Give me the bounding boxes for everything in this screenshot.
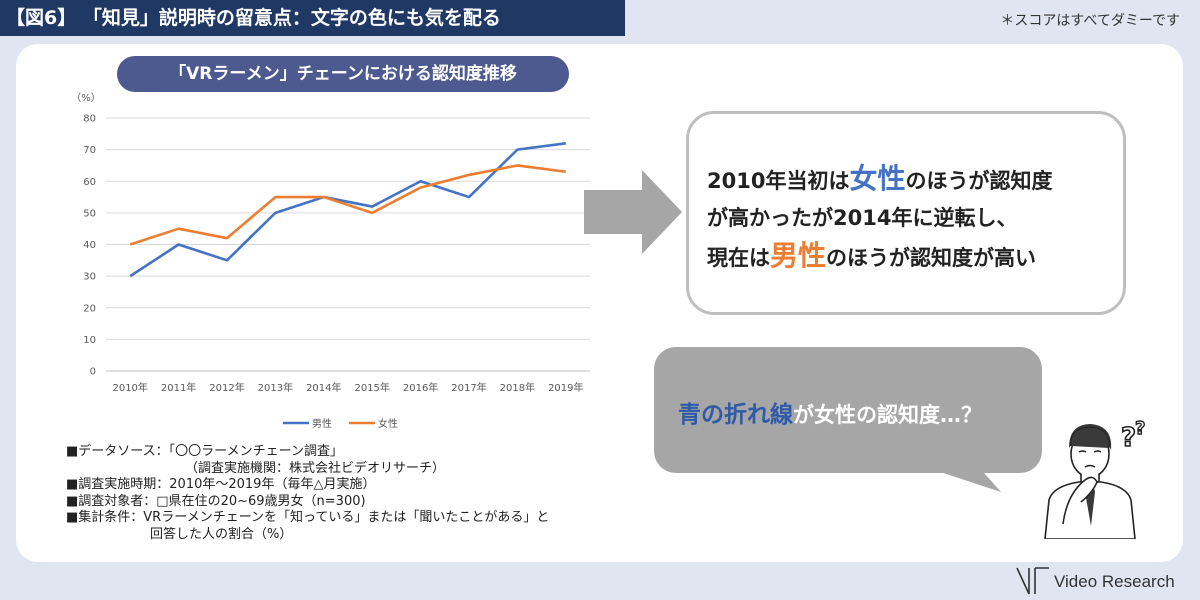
dummy-score-note: ＊スコアはすべてダミーです xyxy=(1000,13,1180,29)
x-tick-label: 2018年 xyxy=(500,381,535,394)
female-highlight: 女性 xyxy=(849,162,906,195)
question-bubble: 青の折れ線が女性の認知度…？ xyxy=(654,347,1042,473)
figure-title: 【図6】 「知見」説明時の留意点：文字の色にも気を配る xyxy=(0,0,625,36)
source-notes: ■データソース：「〇〇ラーメンチェーン調査」 （調査実施機関：株式会社ビデオリサ… xyxy=(66,444,549,543)
video-research-logo-text: Video Research xyxy=(1054,572,1175,591)
y-tick-label: 60 xyxy=(83,177,96,188)
x-tick-label: 2014年 xyxy=(306,381,341,394)
y-tick-label: 10 xyxy=(83,335,96,346)
finding-line-1: 2010年当初は女性のほうが認知度 xyxy=(707,162,1053,195)
finding-line-3: 現在は男性のほうが認知度が高い xyxy=(707,239,1037,272)
source-line: （調査実施機関：株式会社ビデオリサーチ） xyxy=(185,460,446,476)
y-tick-label: 50 xyxy=(83,208,96,219)
chart-title: 「VRラーメン」チェーンにおける認知度推移 xyxy=(117,56,569,92)
video-research-logo-icon xyxy=(1016,567,1049,595)
x-tick-label: 2015年 xyxy=(354,381,389,394)
x-tick-label: 2011年 xyxy=(161,381,196,394)
y-tick-label: 0 xyxy=(90,367,96,378)
x-tick-label: 2017年 xyxy=(451,381,486,394)
y-tick-label: 70 xyxy=(83,145,96,156)
legend-label: 男性 xyxy=(312,417,332,430)
thinking-person-icon: ? ? xyxy=(1044,417,1146,539)
source-line: ■集計条件：VRラーメンチェーンを「知っている」または「聞いたことがある」と xyxy=(66,510,550,525)
x-tick-label: 2016年 xyxy=(403,381,438,394)
right-arrow-icon xyxy=(584,170,682,254)
finding-line-2: が高かったが2014年に逆転し、 xyxy=(707,206,1018,230)
y-tick-label: 30 xyxy=(83,272,96,283)
series-line xyxy=(129,164,566,246)
source-line: 回答した人の割合（%） xyxy=(150,526,293,542)
svg-text:?: ? xyxy=(1121,423,1136,453)
content-panel: 0 10 20 30 40 50 60 70 80 （%） 2010年 2011年 2012年 2013年… xyxy=(16,44,1183,562)
x-tick-label: 2013年 xyxy=(258,381,293,394)
finding-callout: 2010年当初は女性のほうが認知度 が高かったが2014年に逆転し、 現在は男性… xyxy=(686,111,1126,315)
source-line: ■データソース：「〇〇ラーメンチェーン調査」 xyxy=(66,444,343,459)
y-tick-label: 80 xyxy=(83,114,96,125)
x-tick-label: 2019年 xyxy=(548,381,583,394)
x-tick-label: 2010年 xyxy=(112,381,147,394)
source-line: ■調査実施時期：2010年～2019年（毎年△月実施） xyxy=(66,477,376,492)
x-tick-label: 2012年 xyxy=(209,381,244,394)
svg-text:?: ? xyxy=(1135,418,1145,439)
legend-label: 女性 xyxy=(378,417,398,430)
source-line: ■調査対象者：□県在住の20~69歳男女（n=300) xyxy=(66,493,366,509)
question-text: 青の折れ線が女性の認知度…？ xyxy=(678,402,982,428)
series-line xyxy=(129,142,566,278)
blue-line-highlight: 青の折れ線 xyxy=(678,402,793,428)
y-tick-label: 40 xyxy=(83,240,96,251)
y-tick-label: 20 xyxy=(83,303,96,314)
line-chart: 0 10 20 30 40 50 60 70 80 （%） 2010年 2011年 2012年 2013年… xyxy=(71,92,590,430)
male-highlight: 男性 xyxy=(770,239,827,272)
y-axis-label: （%） xyxy=(71,92,101,104)
